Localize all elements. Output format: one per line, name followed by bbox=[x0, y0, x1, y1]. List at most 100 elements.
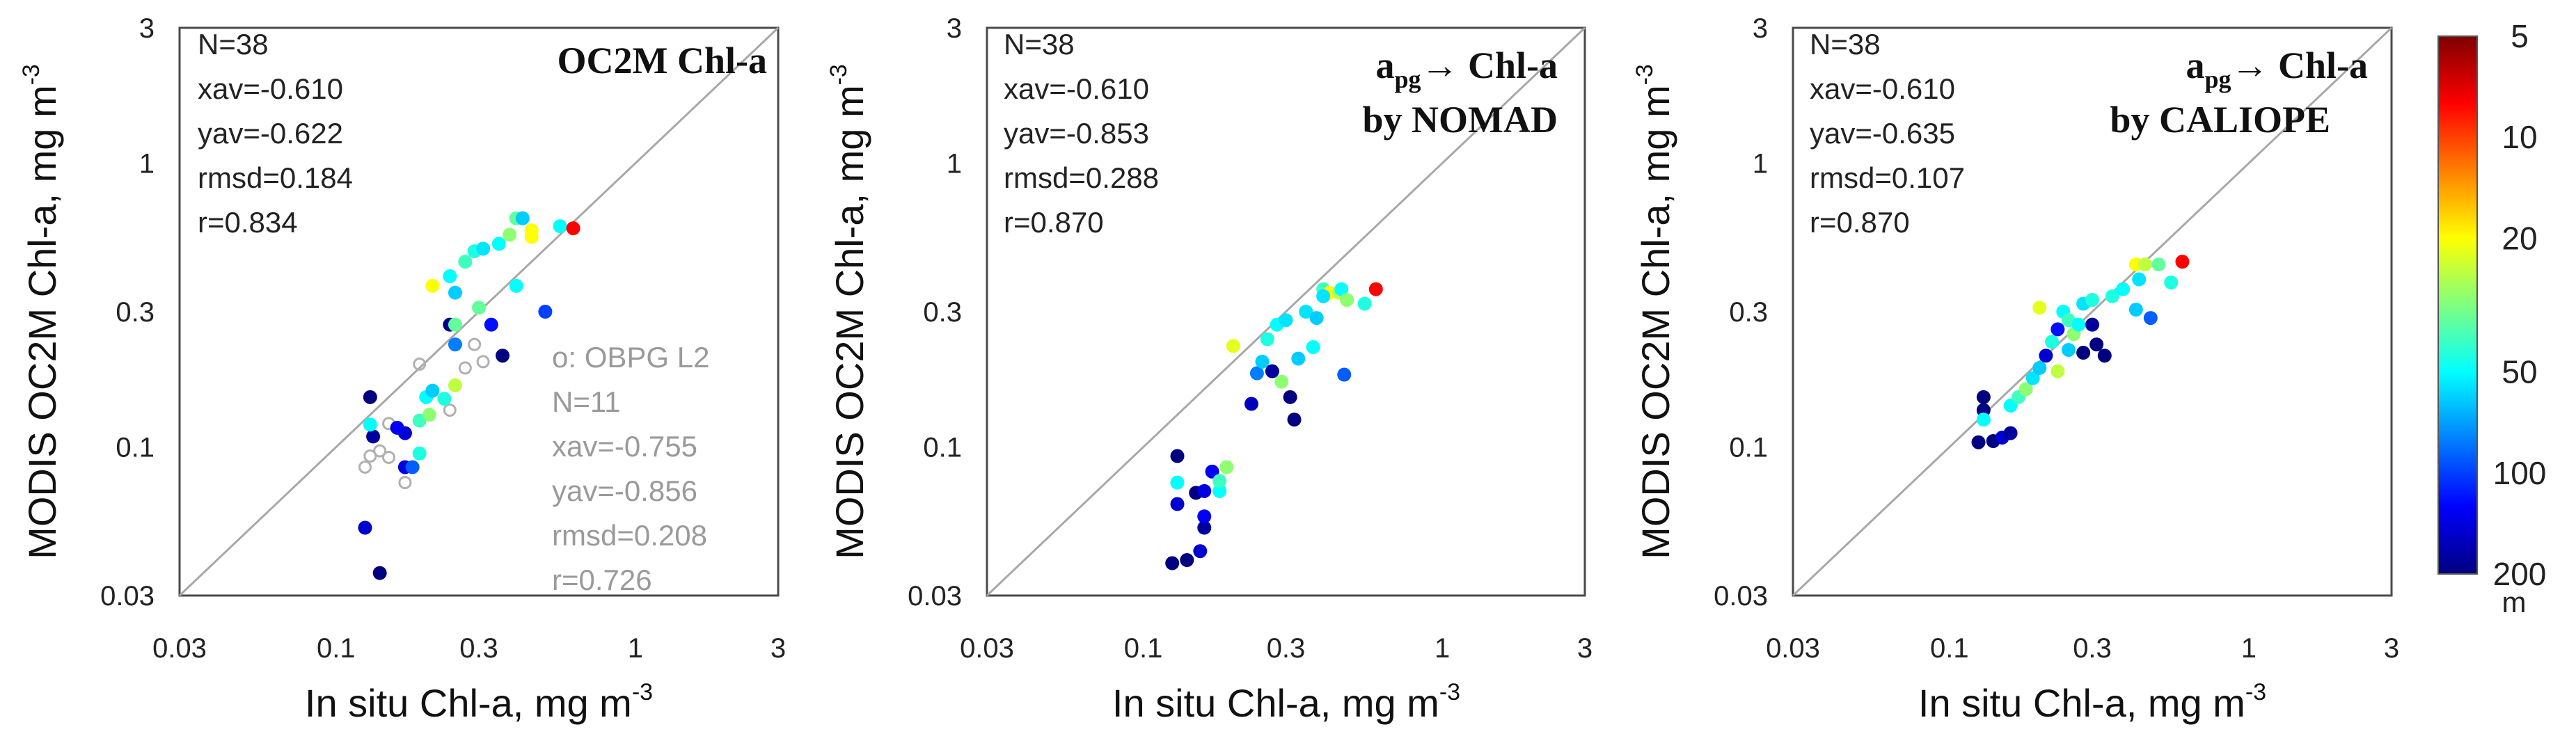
obpg-point bbox=[398, 476, 412, 490]
panel-2-y-ticks: 0.03 0.1 0.3 1 3 bbox=[908, 13, 962, 612]
data-point bbox=[1226, 339, 1240, 353]
y-tick-label: 3 bbox=[139, 13, 155, 44]
stat-line: xav=-0.610 bbox=[1810, 72, 1955, 105]
data-point bbox=[1283, 390, 1297, 404]
colorbar-unit-label: m bbox=[2502, 586, 2527, 618]
panel-1-obpg-stats: o: OBPG L2 N=11 xav=-0.755 yav=-0.856 rm… bbox=[552, 341, 709, 596]
data-point bbox=[1340, 293, 1354, 307]
panel-2-stats: N=38 xav=-0.610 yav=-0.853 rmsd=0.288 r=… bbox=[1004, 28, 1159, 239]
data-point bbox=[2097, 349, 2112, 363]
data-point bbox=[509, 278, 523, 293]
x-tick-label: 0.3 bbox=[2073, 633, 2112, 664]
data-point bbox=[1976, 413, 1991, 427]
x-tick-label: 0.3 bbox=[459, 633, 498, 664]
data-point bbox=[448, 337, 462, 352]
data-point bbox=[1976, 390, 1991, 404]
data-point bbox=[1274, 374, 1289, 389]
data-point bbox=[425, 278, 440, 293]
panel-2-y-axis-label: MODIS OC2M Chl-a, mg m-3 bbox=[825, 64, 871, 559]
panel-3-frame bbox=[1792, 26, 2393, 597]
panel-2: 0.03 0.1 0.3 1 3 0.03 0.1 0.3 1 3 In sit… bbox=[825, 13, 1593, 725]
panel-3-title-line-1: apg→ Chl-a bbox=[2186, 45, 2368, 93]
x-tick-label: 0.1 bbox=[1124, 633, 1163, 664]
data-point bbox=[1357, 296, 1372, 311]
data-point bbox=[1197, 520, 1212, 535]
panel-2-one-to-one-line bbox=[986, 26, 1586, 597]
data-point bbox=[2116, 282, 2131, 296]
colorbar-ticks: 5 10 20 50 100 200 bbox=[2493, 18, 2547, 592]
colorbar-tick-label: 100 bbox=[2493, 455, 2547, 491]
panel-3-stats: N=38 xav=-0.610 yav=-0.635 rmsd=0.107 r=… bbox=[1810, 28, 1965, 239]
data-point bbox=[448, 317, 462, 332]
data-point bbox=[1971, 435, 1986, 449]
data-point bbox=[1165, 556, 1180, 570]
panel-2-title-line-1: apg→ Chl-a bbox=[1375, 45, 1558, 93]
data-point bbox=[515, 211, 530, 225]
data-point bbox=[1287, 413, 1302, 427]
obpg-point bbox=[443, 403, 457, 417]
data-point bbox=[2025, 371, 2040, 385]
panel-2-x-ticks: 0.03 0.1 0.3 1 3 bbox=[960, 633, 1593, 664]
x-tick-label: 0.3 bbox=[1267, 633, 1306, 664]
data-point bbox=[363, 417, 377, 432]
stat-line: N=38 bbox=[198, 28, 269, 61]
data-point bbox=[437, 392, 452, 406]
data-point bbox=[2003, 426, 2018, 440]
data-point bbox=[1205, 464, 1219, 479]
obpg-stat-line: xav=-0.755 bbox=[552, 430, 697, 463]
data-point bbox=[2164, 275, 2179, 290]
x-tick-label: 0.03 bbox=[960, 633, 1014, 664]
obpg-point bbox=[373, 444, 387, 458]
data-point bbox=[2032, 360, 2047, 375]
data-point bbox=[1193, 544, 1208, 559]
data-point bbox=[2175, 255, 2190, 269]
data-point bbox=[503, 227, 517, 242]
data-point bbox=[524, 230, 539, 244]
data-point bbox=[1334, 282, 1349, 296]
colorbar-tick-label: 10 bbox=[2502, 119, 2537, 155]
data-point bbox=[1244, 397, 1258, 411]
data-point bbox=[2018, 382, 2033, 397]
stat-line: r=0.870 bbox=[1810, 206, 1910, 239]
data-point bbox=[1260, 332, 1274, 346]
stat-line: rmsd=0.107 bbox=[1810, 161, 1965, 194]
obpg-stat-line: o: OBPG L2 bbox=[552, 341, 709, 374]
colorbar-tick-label: 50 bbox=[2502, 354, 2537, 390]
panel-1-y-ticks: 0.03 0.1 0.3 1 3 bbox=[100, 13, 155, 612]
obpg-stat-line: rmsd=0.208 bbox=[552, 519, 707, 552]
stat-line: yav=-0.853 bbox=[1004, 117, 1149, 150]
data-point bbox=[2061, 342, 2076, 357]
panel-3-one-to-one-line bbox=[1792, 26, 2393, 597]
x-tick-label: 0.1 bbox=[317, 633, 356, 664]
x-tick-label: 0.1 bbox=[1930, 633, 1969, 664]
data-point bbox=[1170, 475, 1185, 490]
data-point bbox=[2050, 364, 2065, 378]
stat-line: N=38 bbox=[1004, 28, 1075, 61]
obpg-point bbox=[458, 361, 472, 375]
data-point bbox=[358, 520, 372, 535]
panel-1-x-ticks: 0.03 0.1 0.3 1 3 bbox=[152, 633, 786, 664]
panel-3-y-ticks: 0.03 0.1 0.3 1 3 bbox=[1714, 13, 1768, 612]
panel-3-x-axis-label: In situ Chl-a, mg m-3 bbox=[1918, 679, 2266, 725]
stat-line: yav=-0.635 bbox=[1810, 117, 1955, 150]
y-tick-label: 0.1 bbox=[923, 433, 962, 463]
y-tick-label: 3 bbox=[947, 13, 962, 44]
data-point bbox=[458, 255, 473, 269]
panel-3-title-line-2: by CALIOPE bbox=[2110, 99, 2330, 141]
panel-2-title-line-2: by NOMAD bbox=[1363, 99, 1558, 141]
data-point bbox=[443, 269, 457, 284]
x-tick-label: 1 bbox=[1435, 633, 1450, 664]
data-point bbox=[1265, 364, 1279, 378]
x-tick-label: 1 bbox=[628, 633, 643, 664]
y-tick-label: 0.03 bbox=[908, 581, 962, 612]
data-point bbox=[1255, 354, 1270, 369]
data-point bbox=[1219, 460, 1234, 474]
data-point bbox=[2071, 317, 2086, 332]
data-point bbox=[476, 241, 491, 256]
data-point bbox=[1212, 484, 1227, 498]
data-point bbox=[425, 383, 440, 398]
stat-line: xav=-0.610 bbox=[1004, 72, 1149, 105]
data-point bbox=[1170, 449, 1185, 463]
data-point bbox=[1306, 339, 1320, 354]
stat-line: N=38 bbox=[1810, 28, 1881, 61]
